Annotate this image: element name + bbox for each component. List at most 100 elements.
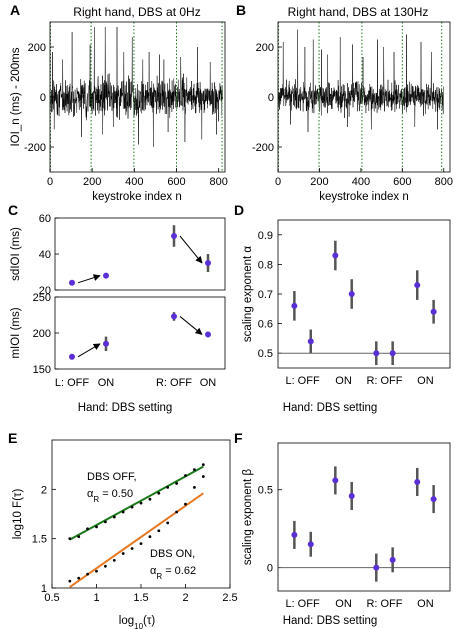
b-xtick-label-2: 400	[352, 176, 370, 188]
panel-c-bottom-ylabel: mIOI (ms)	[10, 307, 22, 358]
a-xtick-label-0: 0	[47, 176, 53, 188]
b-xtick-label-3: 600	[393, 176, 411, 188]
panel-a: Right hand, DBS at 0Hz 0 200 400 600 800 -200…	[10, 5, 228, 203]
panel-f-ylabel: scaling exponent β	[242, 469, 254, 566]
panel-f-xlabel: Hand: DBS setting	[283, 615, 378, 627]
e-series1-point-11	[166, 521, 170, 525]
c0-point-2	[171, 233, 177, 239]
d-xtick-label-1: ON	[335, 375, 352, 387]
e-fit-line-1	[69, 492, 204, 588]
e-series0-point-11	[166, 485, 170, 489]
e-fit-line-0	[69, 465, 204, 541]
e-series1-point-6	[121, 552, 125, 555]
panel-c-top-axes	[54, 217, 226, 291]
e-series1-point-5	[112, 558, 116, 562]
panel-e-ylabel: log10 F(τ)	[12, 489, 24, 540]
panel-a-title: Right hand, DBS at 0Hz	[73, 5, 200, 19]
e-series0-point-15	[201, 463, 205, 467]
e-series0-point-12	[175, 482, 179, 485]
a-series-line	[49, 26, 223, 148]
panel-label-e: E	[8, 430, 17, 446]
e-series1-point-1	[77, 576, 81, 580]
d-point-4	[373, 350, 380, 357]
e-series1-point-15	[201, 475, 205, 478]
c1-ytick-label-1: 200	[33, 328, 51, 340]
f-point-0	[291, 531, 298, 538]
e-ytick-label-0: 1	[41, 583, 47, 595]
panel-label-d: D	[234, 202, 244, 218]
e-series1-point-12	[175, 510, 179, 514]
d-point-1	[307, 338, 314, 345]
a-xtick-label-1: 200	[83, 176, 101, 188]
c1-point-0	[69, 353, 75, 360]
panel-e-axes	[51, 439, 231, 589]
a-xtick-label-2: 400	[125, 176, 143, 188]
panel-c-bottom-axes	[54, 296, 226, 370]
c1-point-3	[205, 331, 211, 338]
e-series0-point-2	[86, 527, 89, 531]
c0-point-3	[205, 260, 211, 266]
d-point-6	[414, 282, 421, 289]
c0-ytick-label-2: 60	[39, 213, 51, 225]
e-xtick-label-3: 2	[182, 592, 188, 604]
b-xtick-label-0: 0	[275, 176, 281, 188]
d-ytick-label-2: 0.7	[258, 289, 273, 301]
e-series1-point-14	[193, 485, 196, 489]
panel-a-ylabel: IOI_n (ms) - 200ms	[10, 47, 22, 146]
e-xtick-label-2: 1.5	[133, 592, 148, 604]
e-annotation-on: DBS ON,	[150, 548, 195, 560]
e-series0-point-4	[104, 520, 107, 524]
d-xtick-label-2: R: OFF	[366, 375, 402, 387]
c-xtick-label-1: ON	[98, 377, 115, 389]
e-series0-point-1	[77, 535, 81, 539]
f-xtick-label-2: R: OFF	[366, 598, 402, 610]
b-xtick-label-1: 200	[310, 176, 328, 188]
d-xtick-label-3: ON	[417, 375, 434, 387]
e-annotation-off-alpha: αR = 0.50	[87, 488, 133, 504]
c1-arrow-1	[179, 316, 203, 335]
d-point-3	[348, 291, 355, 297]
a-ytick-label-2: 200	[28, 42, 46, 54]
e-series1-point-2	[86, 572, 89, 576]
a-xtick-label-3: 600	[167, 176, 185, 188]
panel-c-top-ylabel: sdIOI (ms)	[10, 227, 22, 281]
panel-label-a: A	[10, 2, 20, 18]
e-annotation-on-alpha: αR = 0.62	[150, 565, 196, 581]
f-xtick-label-0: L: OFF	[285, 598, 320, 610]
c0-ytick-label-0: 20	[39, 285, 51, 297]
panel-c: 20 40 60 150 200 250 L: OFF ON R: OFF ON sdIOI (m…	[10, 213, 226, 414]
c-xtick-label-3: ON	[200, 377, 217, 389]
f-point-4	[373, 564, 380, 571]
c0-arrow-1	[179, 235, 203, 264]
panel-f: 00.5L: OFF ON R: OFF ON scaling exponent β …	[242, 442, 451, 627]
e-series0-point-13	[184, 474, 187, 477]
e-series0-point-14	[193, 468, 196, 471]
f-point-6	[414, 478, 421, 485]
e-annotation-off: DBS OFF,	[87, 471, 137, 483]
e-series1-point-13	[184, 502, 187, 506]
e-series0-point-8	[139, 501, 143, 505]
b-ytick-label-0: -200	[252, 142, 274, 154]
d-ytick-label-4: 0.9	[258, 230, 273, 242]
f-point-5	[389, 556, 396, 563]
panel-e: 0.5 1 1.5 2 2.511.52 DBS OFF, αR = 0.50 DBS …	[12, 439, 238, 629]
a-ytick-label-0: -200	[24, 142, 46, 154]
panel-d-axes	[277, 219, 451, 369]
e-series1-point-7	[130, 547, 134, 550]
c1-ytick-label-2: 250	[33, 292, 51, 304]
f-point-7	[430, 496, 437, 503]
panel-d-xlabel: Hand: DBS setting	[283, 402, 378, 414]
e-series0-point-0	[68, 537, 72, 541]
d-ytick-label-0: 0.5	[258, 348, 273, 360]
f-point-3	[348, 492, 355, 499]
b-xtick-label-4: 800	[435, 176, 453, 188]
e-series0-point-10	[157, 491, 161, 495]
a-ytick-label-1: 0	[40, 92, 46, 104]
b-ytick-label-1: 0	[268, 92, 274, 104]
e-series1-point-10	[157, 529, 161, 533]
c0-point-1	[103, 272, 109, 279]
e-series1-point-3	[95, 569, 98, 573]
e-ytick-label-1: 1.5	[32, 534, 47, 546]
panel-d: 0.5 0.6 0.7 0.8 0.9 L: OFF ON R: OFF ON scaling …	[242, 219, 451, 414]
